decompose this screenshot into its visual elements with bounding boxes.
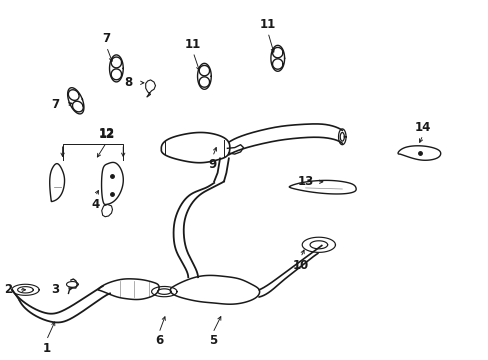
Text: 10: 10 bbox=[292, 259, 308, 272]
Text: 6: 6 bbox=[155, 334, 163, 347]
Text: 3: 3 bbox=[51, 283, 59, 296]
Text: 9: 9 bbox=[208, 158, 216, 171]
Text: 5: 5 bbox=[208, 334, 216, 347]
Text: 12: 12 bbox=[98, 128, 115, 141]
Text: 1: 1 bbox=[42, 342, 50, 355]
Text: 8: 8 bbox=[124, 76, 132, 89]
Text: 2: 2 bbox=[4, 283, 12, 296]
Text: 12: 12 bbox=[98, 127, 115, 140]
Text: 11: 11 bbox=[184, 38, 201, 51]
Text: 7: 7 bbox=[51, 98, 59, 111]
Text: 11: 11 bbox=[259, 18, 276, 31]
Text: 14: 14 bbox=[414, 121, 430, 134]
Text: 13: 13 bbox=[297, 175, 314, 188]
Text: 4: 4 bbox=[91, 198, 99, 211]
Text: 7: 7 bbox=[102, 32, 110, 45]
